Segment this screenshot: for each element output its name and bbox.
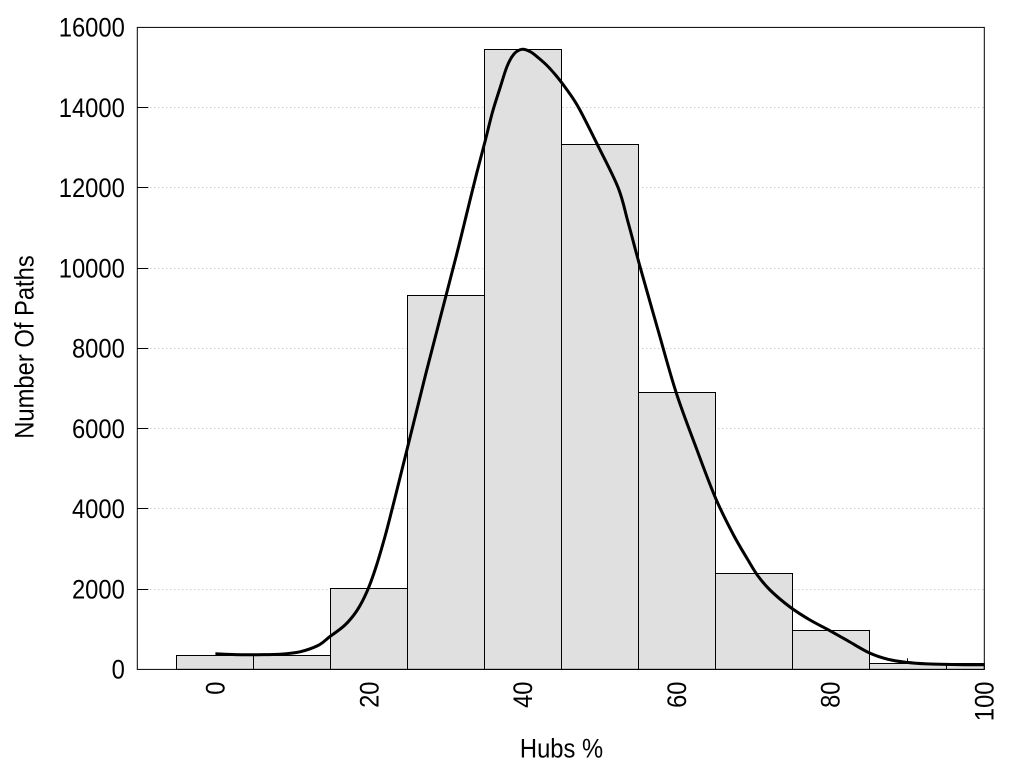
svg-text:14000: 14000 [59,94,125,124]
svg-text:12000: 12000 [59,174,125,204]
svg-text:0: 0 [112,655,125,685]
svg-text:16000: 16000 [59,13,125,43]
svg-text:2000: 2000 [72,575,125,605]
svg-text:80: 80 [816,682,846,708]
svg-text:60: 60 [663,682,693,708]
svg-text:Number Of Paths: Number Of Paths [10,255,40,438]
svg-text:4000: 4000 [72,495,125,525]
svg-text:8000: 8000 [72,334,125,364]
svg-text:0: 0 [201,682,231,695]
svg-text:Hubs %: Hubs % [520,734,603,764]
svg-text:100: 100 [970,682,1000,722]
svg-text:10000: 10000 [59,254,125,284]
svg-text:20: 20 [355,682,385,708]
svg-text:6000: 6000 [72,415,125,445]
svg-text:40: 40 [509,682,539,708]
